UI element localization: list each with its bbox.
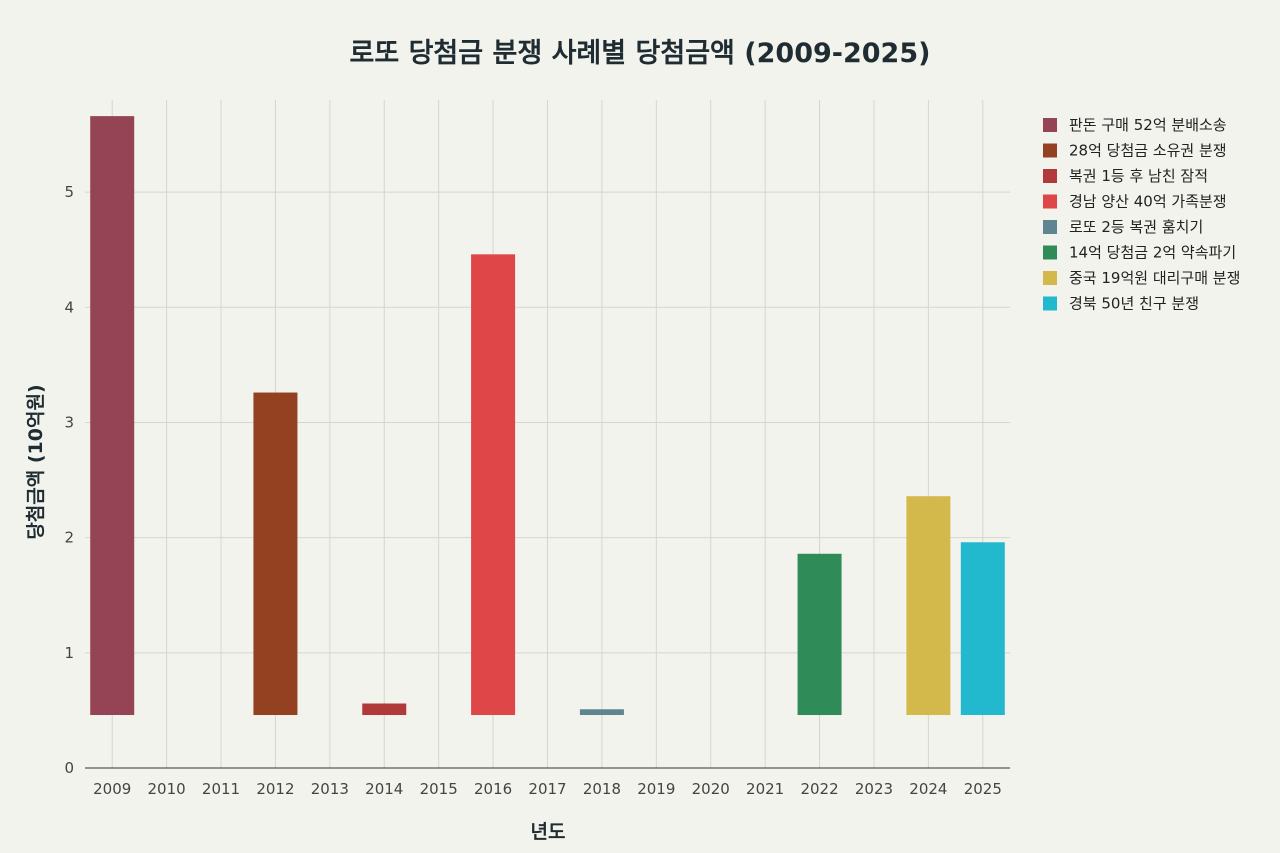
x-tick-label: 2017 (528, 780, 566, 798)
y-tick-label: 1 (64, 644, 74, 662)
legend-swatch (1043, 143, 1057, 158)
y-tick-label: 0 (64, 759, 74, 777)
y-tick-label: 2 (64, 529, 74, 547)
bars (90, 116, 1005, 716)
grid (85, 100, 1010, 768)
legend-swatch (1043, 271, 1057, 285)
x-axis-title: 년도 (531, 821, 566, 843)
y-tick-label: 5 (64, 183, 74, 201)
y-tick-label: 4 (64, 298, 74, 316)
x-tick-label: 2014 (365, 780, 403, 798)
bar (471, 254, 516, 716)
legend-label: 판돈 구매 52억 분배소송 (1069, 116, 1227, 134)
x-tick-label: 2016 (474, 780, 512, 798)
x-tick-label: 2023 (855, 780, 893, 798)
x-tick-label: 2013 (311, 780, 349, 798)
x-tick-label: 2018 (583, 780, 621, 798)
x-tick-label: 2012 (256, 780, 294, 798)
legend-swatch (1043, 220, 1057, 234)
y-tick-label: 3 (64, 413, 74, 431)
legend-label: 14억 당첨금 2억 약속파기 (1069, 244, 1236, 262)
x-tick-label: 2009 (93, 780, 131, 798)
legend-label: 경북 50년 친구 분쟁 (1069, 295, 1199, 313)
x-tick-label: 2025 (964, 780, 1002, 798)
x-tick-label: 2010 (148, 780, 186, 798)
legend-swatch (1043, 296, 1057, 311)
x-tick-label: 2015 (420, 780, 458, 798)
bar (960, 542, 1005, 716)
legend-label: 경남 양산 40억 가족분쟁 (1069, 193, 1227, 211)
x-tick-label: 2020 (692, 780, 730, 798)
legend-label: 28억 당첨금 소유권 분쟁 (1069, 142, 1227, 160)
legend-swatch (1043, 169, 1057, 183)
legend-swatch (1043, 118, 1057, 132)
legend-label: 중국 19억원 대리구매 분쟁 (1069, 269, 1240, 287)
legend-swatch (1043, 194, 1057, 209)
bar (906, 496, 951, 716)
y-axis-title: 당첨금액 (10억원) (25, 384, 47, 539)
legend-label: 복권 1등 후 남친 잠적 (1069, 167, 1208, 185)
x-tick-label: 2022 (800, 780, 838, 798)
bar (253, 392, 298, 716)
bar (797, 553, 842, 716)
legend-swatch (1043, 245, 1057, 260)
bar (579, 709, 624, 716)
legend-label: 로또 2등 복권 훔치기 (1069, 218, 1203, 236)
axes: 0 1 2 3 4 5 2009 2010 2011 2012 2013 2014 2015 2016 20… (64, 183, 1010, 798)
x-tick-label: 2024 (909, 780, 947, 798)
bar (362, 703, 407, 716)
bar (90, 116, 135, 716)
x-tick-label: 2011 (202, 780, 240, 798)
chart-title: 로또 당첨금 분쟁 사례별 당첨금액 (2009-2025) (350, 38, 931, 69)
x-tick-label: 2019 (637, 780, 675, 798)
x-tick-label: 2021 (746, 780, 784, 798)
